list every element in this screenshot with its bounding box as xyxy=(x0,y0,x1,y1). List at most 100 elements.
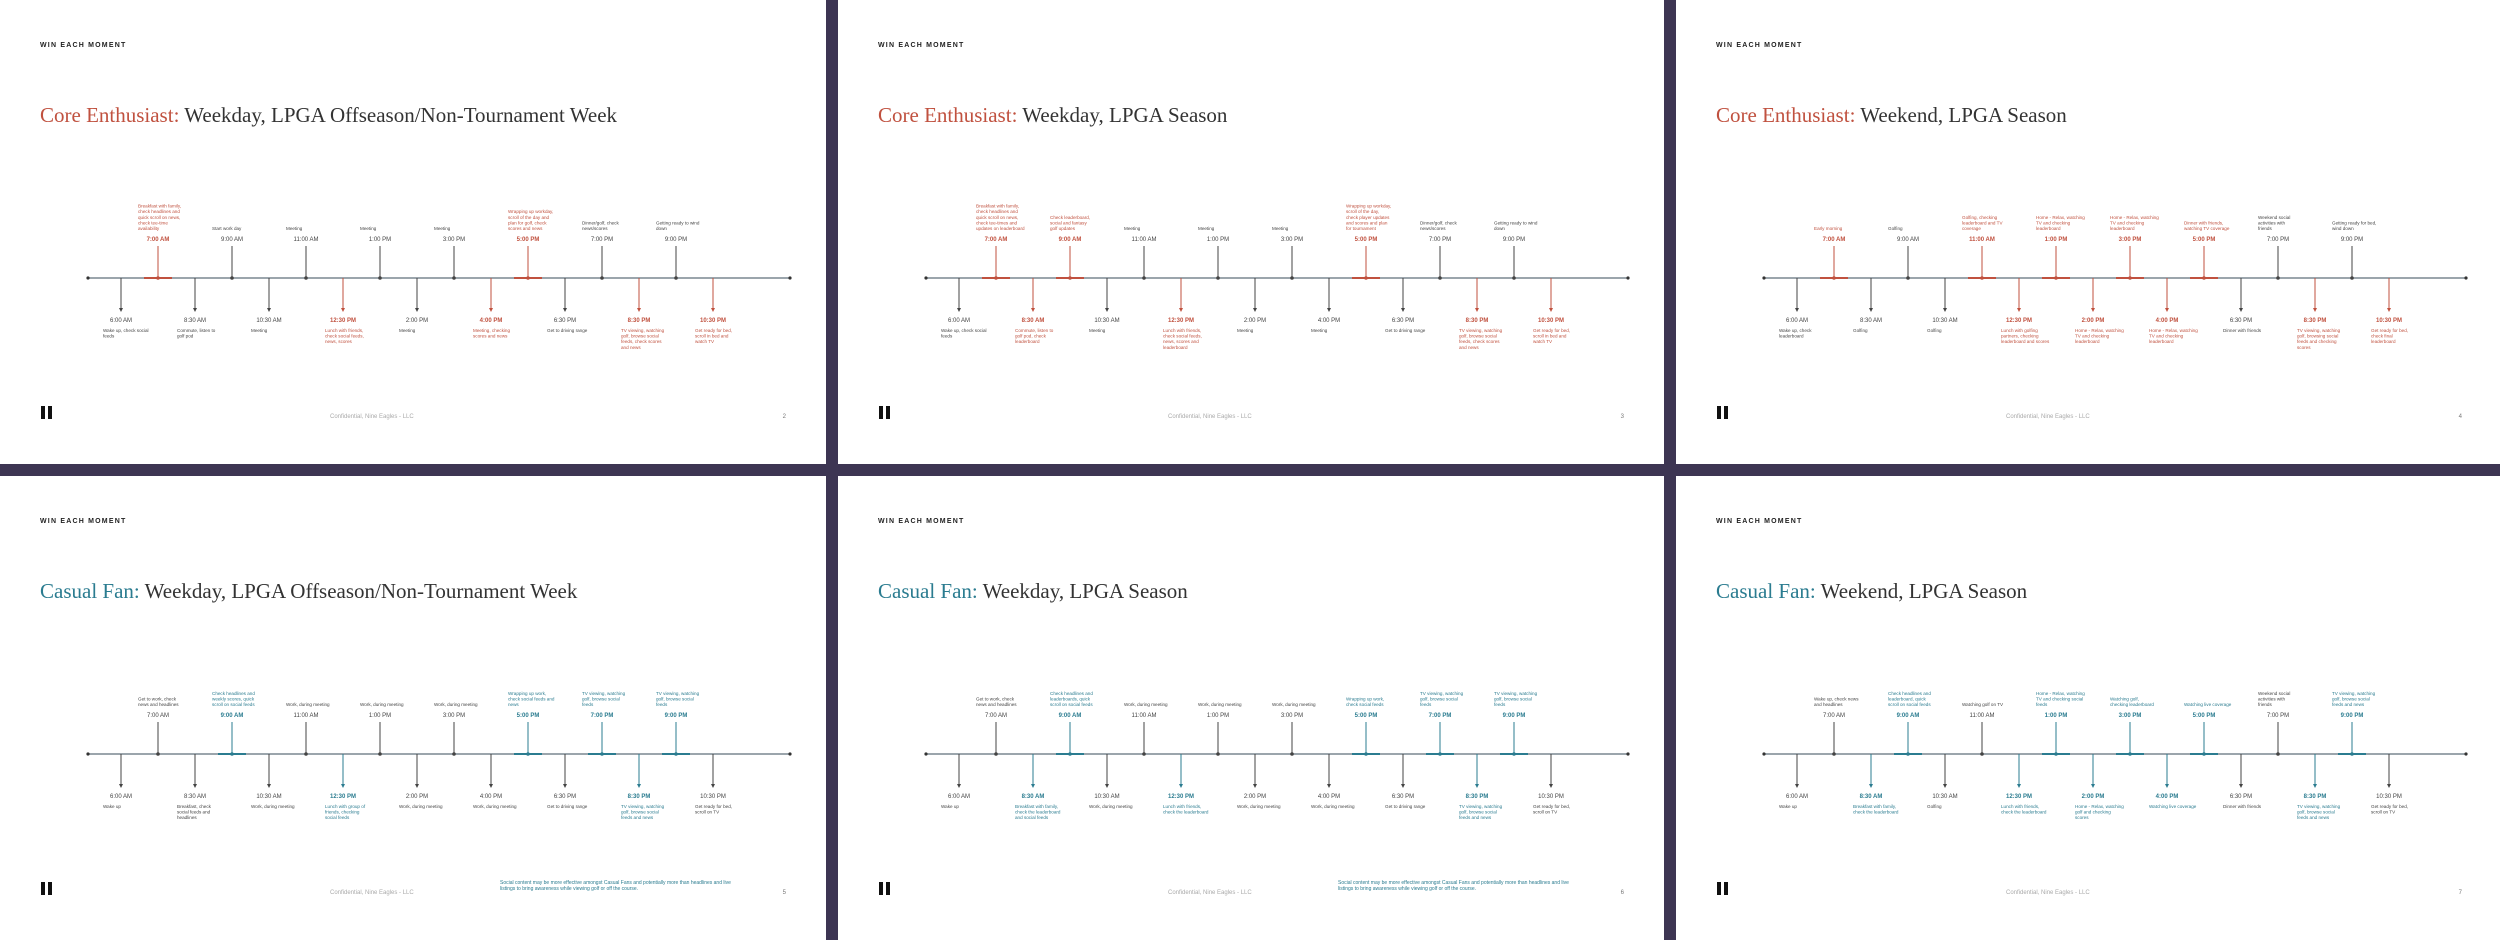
event-dot xyxy=(1832,276,1836,280)
brand-label: WIN EACH MOMENT xyxy=(1716,518,1803,525)
timeline-end-dot xyxy=(2464,752,2468,756)
pause-icon[interactable] xyxy=(1717,406,1728,419)
timeline-note: Meeting xyxy=(1198,226,1215,231)
event-arrow xyxy=(637,784,641,788)
timeline-note: Meeting xyxy=(1089,328,1106,333)
time-label-top: 3:00 PM xyxy=(443,713,465,719)
timeline-note: Wake up xyxy=(941,804,959,809)
event-dot xyxy=(2128,752,2132,756)
time-label-bottom: 6:30 PM xyxy=(554,318,576,324)
time-label-top: 3:00 PM xyxy=(443,237,465,243)
event-dot xyxy=(1980,752,1984,756)
event-dot xyxy=(1068,752,1072,756)
timeline-note: Check leaderboard, social and fantasy golf… xyxy=(1050,215,1090,231)
time-label-bottom: 6:00 AM xyxy=(948,318,970,324)
time-label-bottom: 10:30 PM xyxy=(1538,318,1564,324)
time-label-bottom: 8:30 PM xyxy=(628,318,651,324)
time-label-top: 7:00 AM xyxy=(985,713,1007,719)
pause-icon[interactable] xyxy=(41,882,52,895)
brand-label: WIN EACH MOMENT xyxy=(878,42,965,49)
event-arrow xyxy=(1327,784,1331,788)
title-segment-name: Core Enthusiast: xyxy=(878,103,1018,127)
timeline-note: Get ready for bed, scroll on TV xyxy=(2371,804,2408,815)
slide-4: WIN EACH MOMENT Casual Fan: Weekday, LPGA… xyxy=(0,476,826,940)
timeline-note: Meeting, checking scores and news xyxy=(473,328,510,339)
event-arrow xyxy=(1031,784,1035,788)
timeline-note: Start work day xyxy=(212,226,242,231)
timeline-note: Get to work, check news and headlines xyxy=(976,696,1017,707)
footer-confidential: Confidential, Nine Eagles - LLC xyxy=(2006,890,2090,896)
timeline-start-dot xyxy=(924,276,928,280)
time-label-bottom: 12:30 PM xyxy=(1168,318,1194,324)
event-dot xyxy=(2054,276,2058,280)
timeline-note: Meeting xyxy=(1311,328,1328,333)
time-label-top: 9:00 PM xyxy=(665,713,688,719)
timeline-note: Meeting xyxy=(434,226,451,231)
event-arrow xyxy=(1327,308,1331,312)
pause-bar xyxy=(1717,882,1721,895)
timeline-note: Dinner with friends xyxy=(2223,804,2262,809)
timeline-note: TV viewing, watching golf, browse social f… xyxy=(2297,804,2341,820)
time-label-bottom: 12:30 PM xyxy=(2006,794,2032,800)
event-dot xyxy=(1142,752,1146,756)
footer-confidential: Confidential, Nine Eagles - LLC xyxy=(330,414,414,420)
timeline-note: Home - Relax, watching TV and checking so… xyxy=(2036,691,2085,707)
timeline-note: TV viewing, watching golf, browse social f… xyxy=(1420,691,1464,707)
timeline-end-dot xyxy=(1626,276,1630,280)
time-label-top: 3:00 PM xyxy=(1281,713,1303,719)
timeline-note: Get to driving range xyxy=(1385,804,1426,809)
event-arrow xyxy=(563,784,567,788)
time-label-bottom: 8:30 AM xyxy=(184,794,206,800)
title-segment-name: Casual Fan: xyxy=(1716,579,1816,603)
timeline-end-dot xyxy=(788,276,792,280)
pause-icon[interactable] xyxy=(879,882,890,895)
event-dot xyxy=(1290,752,1294,756)
time-label-top: 9:00 PM xyxy=(2341,237,2363,243)
timeline-note: Lunch with friends, check the leaderboard xyxy=(2001,804,2047,815)
event-arrow xyxy=(119,308,123,312)
timeline-note: Work, during meeting xyxy=(1089,804,1133,809)
event-dot xyxy=(1512,276,1516,280)
event-dot xyxy=(2276,752,2280,756)
event-dot xyxy=(2350,276,2354,280)
time-label-top: 9:00 AM xyxy=(1897,237,1919,243)
time-label-bottom: 8:30 AM xyxy=(1022,318,1045,324)
time-label-bottom: 2:00 PM xyxy=(1244,318,1266,324)
event-dot xyxy=(1364,752,1368,756)
timeline-note: Golfing, checking leaderboard and TV cover… xyxy=(1962,215,2003,231)
time-label-bottom: 6:00 AM xyxy=(110,318,132,324)
timeline-start-dot xyxy=(924,752,928,756)
time-label-top: 5:00 PM xyxy=(1355,237,1378,243)
time-label-bottom: 8:30 PM xyxy=(2304,318,2327,324)
time-label-top: 5:00 PM xyxy=(517,713,540,719)
event-arrow xyxy=(2091,784,2095,788)
timeline-start-dot xyxy=(1762,752,1766,756)
pause-icon[interactable] xyxy=(879,406,890,419)
pause-icon[interactable] xyxy=(41,406,52,419)
event-arrow xyxy=(267,784,271,788)
time-label-bottom: 10:30 PM xyxy=(2376,794,2402,800)
pause-bar xyxy=(1724,882,1728,895)
footer-confidential: Confidential, Nine Eagles - LLC xyxy=(2006,414,2090,420)
time-label-top: 1:00 PM xyxy=(369,237,391,243)
pause-bar xyxy=(48,882,52,895)
pause-icon[interactable] xyxy=(1717,882,1728,895)
event-arrow xyxy=(1795,784,1799,788)
event-arrow xyxy=(415,784,419,788)
event-arrow xyxy=(2387,308,2391,312)
timeline-note: TV viewing, watching golf, browse social f… xyxy=(1459,804,1503,820)
time-label-top: 7:00 AM xyxy=(147,237,170,243)
timeline-note: Golfing xyxy=(1888,226,1903,231)
time-label-top: 7:00 AM xyxy=(1823,713,1845,719)
time-label-top: 9:00 PM xyxy=(2341,713,2364,719)
timeline-note: TV viewing, watching golf, browse social f… xyxy=(1494,691,1538,707)
event-arrow xyxy=(2313,308,2317,312)
timeline-note: Get to driving range xyxy=(1385,328,1426,333)
time-label-bottom: 8:30 AM xyxy=(1860,794,1883,800)
timeline-note: Get ready for bed, scroll on TV xyxy=(695,804,732,815)
time-label-bottom: 4:00 PM xyxy=(480,794,502,800)
timeline-note: Dinner with friends, watching TV coverage xyxy=(2184,220,2230,231)
page-number: 4 xyxy=(2458,414,2462,420)
timeline-end-dot xyxy=(1626,752,1630,756)
slide-title: Core Enthusiast: Weekday, LPGA Offseason… xyxy=(40,103,617,128)
